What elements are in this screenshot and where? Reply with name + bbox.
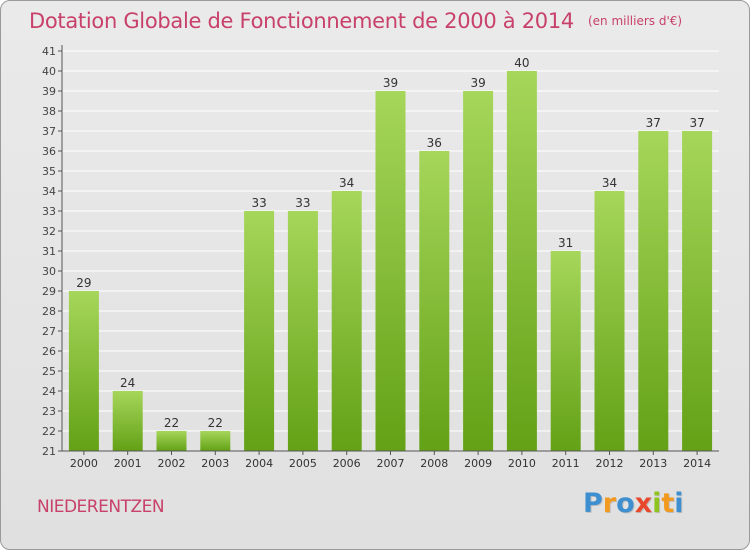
x-tick-label-2010: 2010 — [508, 457, 536, 470]
value-label-2008: 36 — [427, 136, 442, 150]
value-label-2007: 39 — [383, 76, 398, 90]
y-tick-label-37: 37 — [42, 125, 56, 138]
bar-2004 — [244, 211, 275, 451]
logo-letter-3: x — [634, 488, 653, 519]
bar-2003 — [200, 431, 231, 451]
chart-title-text: Dotation Globale de Fonctionnement de 20… — [29, 9, 574, 33]
x-tick-label-2005: 2005 — [289, 457, 317, 470]
x-tick-label-2002: 2002 — [158, 457, 186, 470]
y-tick-label-25: 25 — [42, 365, 56, 378]
value-label-2006: 34 — [339, 176, 354, 190]
y-tick-label-21: 21 — [42, 445, 56, 458]
value-label-2012: 34 — [602, 176, 617, 190]
value-label-2009: 39 — [470, 76, 485, 90]
chart-title: Dotation Globale de Fonctionnement de 20… — [29, 9, 682, 33]
y-tick-label-28: 28 — [42, 305, 56, 318]
y-tick-label-33: 33 — [42, 205, 56, 218]
bar-2001 — [112, 391, 143, 451]
y-tick-label-29: 29 — [42, 285, 56, 298]
y-tick-label-35: 35 — [42, 165, 56, 178]
y-tick-label-26: 26 — [42, 345, 56, 358]
logo-letter-5: t — [661, 488, 675, 519]
bar-2013 — [638, 131, 669, 451]
x-tick-label-2008: 2008 — [420, 457, 448, 470]
logo-letter-6: i — [674, 488, 684, 519]
y-tick-label-39: 39 — [42, 85, 56, 98]
commune-name: NIEDERENTZEN — [37, 497, 165, 517]
y-tick-label-27: 27 — [42, 325, 56, 338]
logo-letter-0: P — [583, 488, 603, 519]
x-tick-label-2004: 2004 — [245, 457, 273, 470]
value-label-2004: 33 — [251, 196, 266, 210]
bar-2005 — [287, 211, 318, 451]
y-tick-label-32: 32 — [42, 225, 56, 238]
bar-2014 — [682, 131, 713, 451]
x-tick-label-2014: 2014 — [683, 457, 711, 470]
logo-letter-4: i — [652, 488, 662, 519]
value-label-2000: 29 — [76, 276, 91, 290]
x-tick-label-2001: 2001 — [114, 457, 142, 470]
value-label-2001: 24 — [120, 376, 135, 390]
y-tick-label-22: 22 — [42, 425, 56, 438]
value-label-2011: 31 — [558, 236, 573, 250]
bar-2012 — [594, 191, 625, 451]
bar-2006 — [331, 191, 362, 451]
proxiti-logo: Proxiti — [583, 488, 684, 519]
y-tick-label-24: 24 — [42, 385, 56, 398]
value-label-2002: 22 — [164, 416, 179, 430]
x-tick-label-2000: 2000 — [70, 457, 98, 470]
y-tick-label-34: 34 — [42, 185, 56, 198]
value-label-2013: 37 — [646, 116, 661, 130]
bar-2009 — [463, 91, 494, 451]
x-tick-label-2009: 2009 — [464, 457, 492, 470]
y-tick-label-38: 38 — [42, 105, 56, 118]
value-label-2003: 22 — [208, 416, 223, 430]
value-label-2014: 37 — [689, 116, 704, 130]
y-tick-label-41: 41 — [42, 45, 56, 58]
labels: 21 22 23 24 25 26 27 28 29 30 31 32 33 34 35 36 37 38 39 40… — [42, 45, 711, 470]
bar-2008 — [419, 151, 450, 451]
bar-2010 — [506, 71, 537, 451]
chart-unit-label: (en milliers d'€) — [587, 14, 683, 28]
x-tick-label-2012: 2012 — [596, 457, 624, 470]
y-tick-label-36: 36 — [42, 145, 56, 158]
value-label-2005: 33 — [295, 196, 310, 210]
y-tick-label-31: 31 — [42, 245, 56, 258]
y-tick-label-23: 23 — [42, 405, 56, 418]
logo-letter-1: r — [602, 488, 617, 519]
x-tick-label-2013: 2013 — [639, 457, 667, 470]
y-tick-label-30: 30 — [42, 265, 56, 278]
x-tick-label-2006: 2006 — [333, 457, 361, 470]
x-tick-label-2003: 2003 — [201, 457, 229, 470]
bar-2011 — [550, 251, 581, 451]
logo-letter-2: o — [616, 488, 635, 519]
bars — [68, 71, 713, 451]
bar-2002 — [156, 431, 187, 451]
x-tick-label-2007: 2007 — [377, 457, 405, 470]
y-tick-label-40: 40 — [42, 65, 56, 78]
bar-2007 — [375, 91, 406, 451]
x-tick-label-2011: 2011 — [552, 457, 580, 470]
axes — [58, 45, 719, 455]
value-label-2010: 40 — [514, 56, 529, 70]
bar-2000 — [68, 291, 99, 451]
